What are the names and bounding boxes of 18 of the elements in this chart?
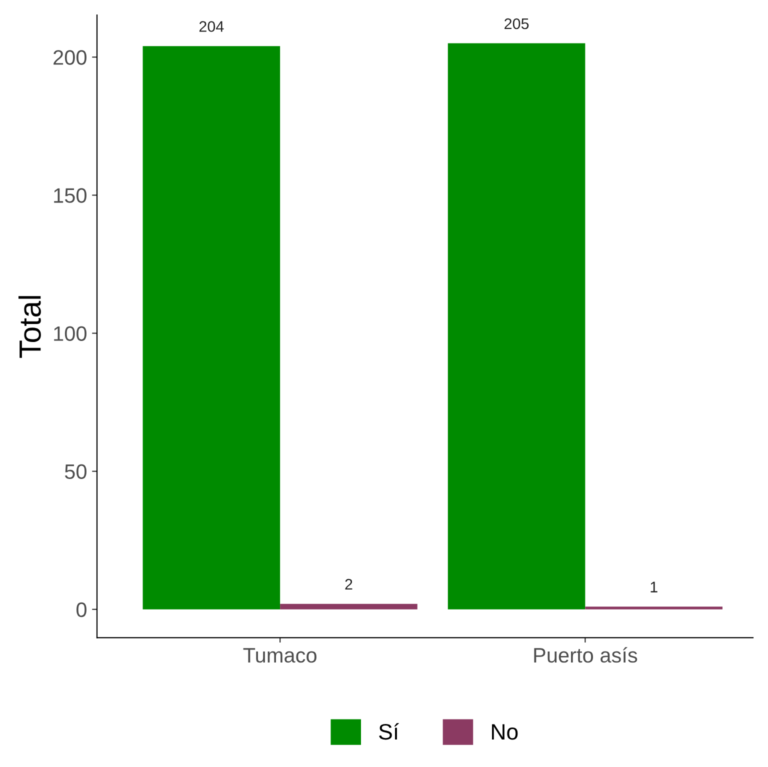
data-label: 204 [199, 21, 224, 32]
data-label: 1 [650, 582, 658, 592]
bar [280, 604, 418, 610]
y-tick-label: 100 [54, 326, 86, 341]
y-tick-label: 200 [54, 50, 86, 65]
bar [585, 606, 722, 610]
y-tick-label: 0 [76, 602, 86, 618]
legend-label: No [492, 724, 518, 740]
y-tick-label: 150 [54, 188, 86, 203]
x-tick-label: Tumaco [243, 648, 316, 663]
x-tick-label: Puerto asís [534, 647, 638, 663]
legend-label: Sí [379, 723, 399, 740]
bar [448, 43, 586, 610]
data-label: 205 [504, 18, 529, 30]
bar [142, 46, 280, 610]
y-axis-title: Total [18, 296, 41, 358]
data-label: 2 [345, 578, 352, 590]
y-tick-label: 50 [64, 464, 86, 480]
